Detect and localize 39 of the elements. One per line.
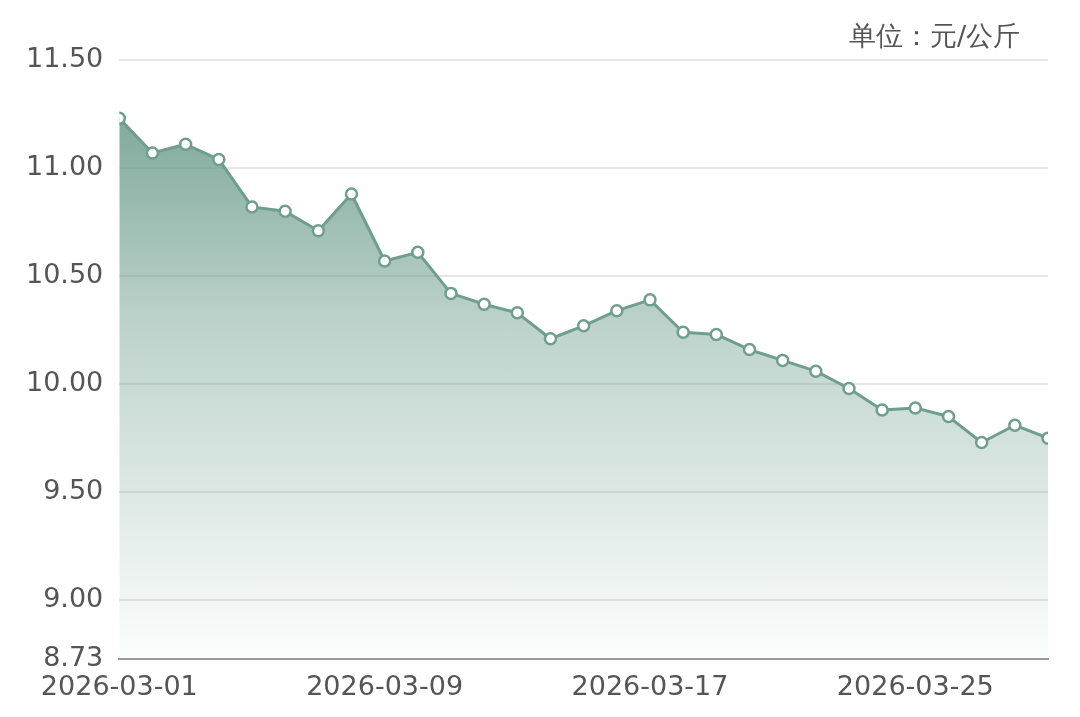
point bbox=[576, 319, 591, 333]
point bbox=[543, 332, 558, 346]
point bbox=[444, 286, 458, 301]
point bbox=[411, 245, 425, 260]
point bbox=[377, 254, 392, 268]
point bbox=[775, 353, 790, 368]
x-tick-label: 2026-03-01 bbox=[40, 669, 198, 701]
y-tick-label: 11.00 bbox=[26, 150, 104, 182]
y-tick-label: 10.00 bbox=[26, 366, 104, 398]
point bbox=[1008, 418, 1022, 432]
x-tick-label: 2026-03-17 bbox=[571, 669, 729, 701]
x-tick-label: 2026-03-09 bbox=[306, 669, 464, 701]
point bbox=[908, 401, 923, 415]
point bbox=[709, 327, 724, 342]
y-tick-label: 10.50 bbox=[26, 258, 104, 290]
point bbox=[842, 381, 856, 396]
y-tick-label: 9.50 bbox=[43, 474, 104, 506]
y-tick-label: 11.50 bbox=[26, 42, 104, 74]
point bbox=[145, 146, 160, 160]
point bbox=[643, 293, 657, 307]
point bbox=[809, 364, 823, 378]
y-tick-label: 9.00 bbox=[43, 582, 104, 614]
text: 单位：元/公斤 bbox=[848, 19, 1020, 53]
point bbox=[676, 325, 690, 340]
point bbox=[477, 297, 491, 311]
point bbox=[344, 187, 359, 201]
point bbox=[311, 223, 326, 238]
point bbox=[510, 306, 525, 320]
point bbox=[974, 435, 989, 450]
point bbox=[941, 409, 956, 424]
y-tick-label: 8.73 bbox=[43, 640, 104, 672]
point bbox=[875, 403, 889, 417]
point bbox=[178, 137, 193, 152]
x-tick-label: 2026-03-25 bbox=[836, 669, 994, 701]
point bbox=[610, 303, 624, 318]
point bbox=[245, 200, 259, 214]
point bbox=[742, 342, 757, 357]
point bbox=[212, 152, 226, 167]
point bbox=[278, 204, 292, 219]
